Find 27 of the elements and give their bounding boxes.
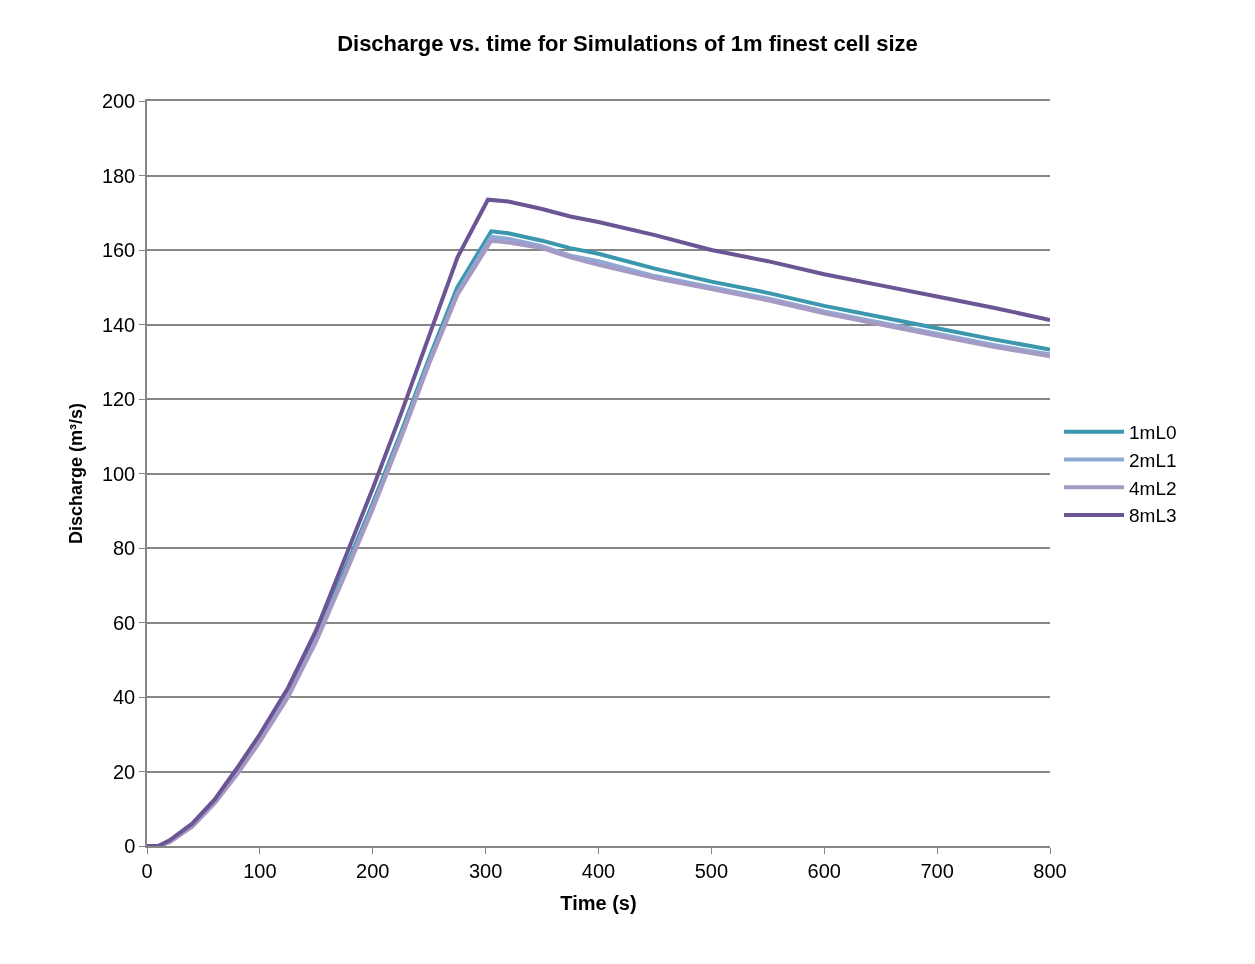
x-axis-title: Time (s) — [560, 891, 637, 914]
y-tick-label: 80 — [113, 537, 136, 559]
y-tick-label: 140 — [101, 313, 136, 336]
x-tick-label: 200 — [356, 859, 390, 882]
chart-title: Discharge vs. time for Simulations of 1m finest cell size — [337, 31, 918, 57]
y-tick-label: 100 — [101, 462, 136, 485]
x-tick-label: 100 — [243, 859, 277, 882]
x-tick-label: 400 — [581, 859, 616, 882]
y-tick-label: 60 — [113, 611, 136, 634]
y-axis-title: Discharge (m³/s) — [65, 402, 86, 545]
x-tick-label: 700 — [920, 859, 954, 882]
y-tick-label: 40 — [113, 686, 136, 708]
legend-label: 4mL2 — [1129, 477, 1177, 499]
y-tick-label: 120 — [101, 388, 136, 410]
y-tick-label: 0 — [124, 835, 136, 857]
x-tick-label: 300 — [468, 859, 503, 882]
y-tick-label: 20 — [113, 760, 136, 783]
y-tick-label: 160 — [101, 239, 136, 261]
x-tick-label: 600 — [807, 859, 841, 882]
y-tick-label: 180 — [101, 164, 136, 187]
x-tick-label: 500 — [694, 859, 729, 882]
x-tick-label: 0 — [141, 859, 153, 882]
x-tick-label: 800 — [1033, 859, 1067, 882]
legend-label: 1mL0 — [1129, 422, 1177, 444]
y-tick-label: 200 — [101, 90, 136, 112]
legend-label: 2mL1 — [1129, 449, 1177, 471]
legend-label: 8mL3 — [1129, 505, 1177, 527]
